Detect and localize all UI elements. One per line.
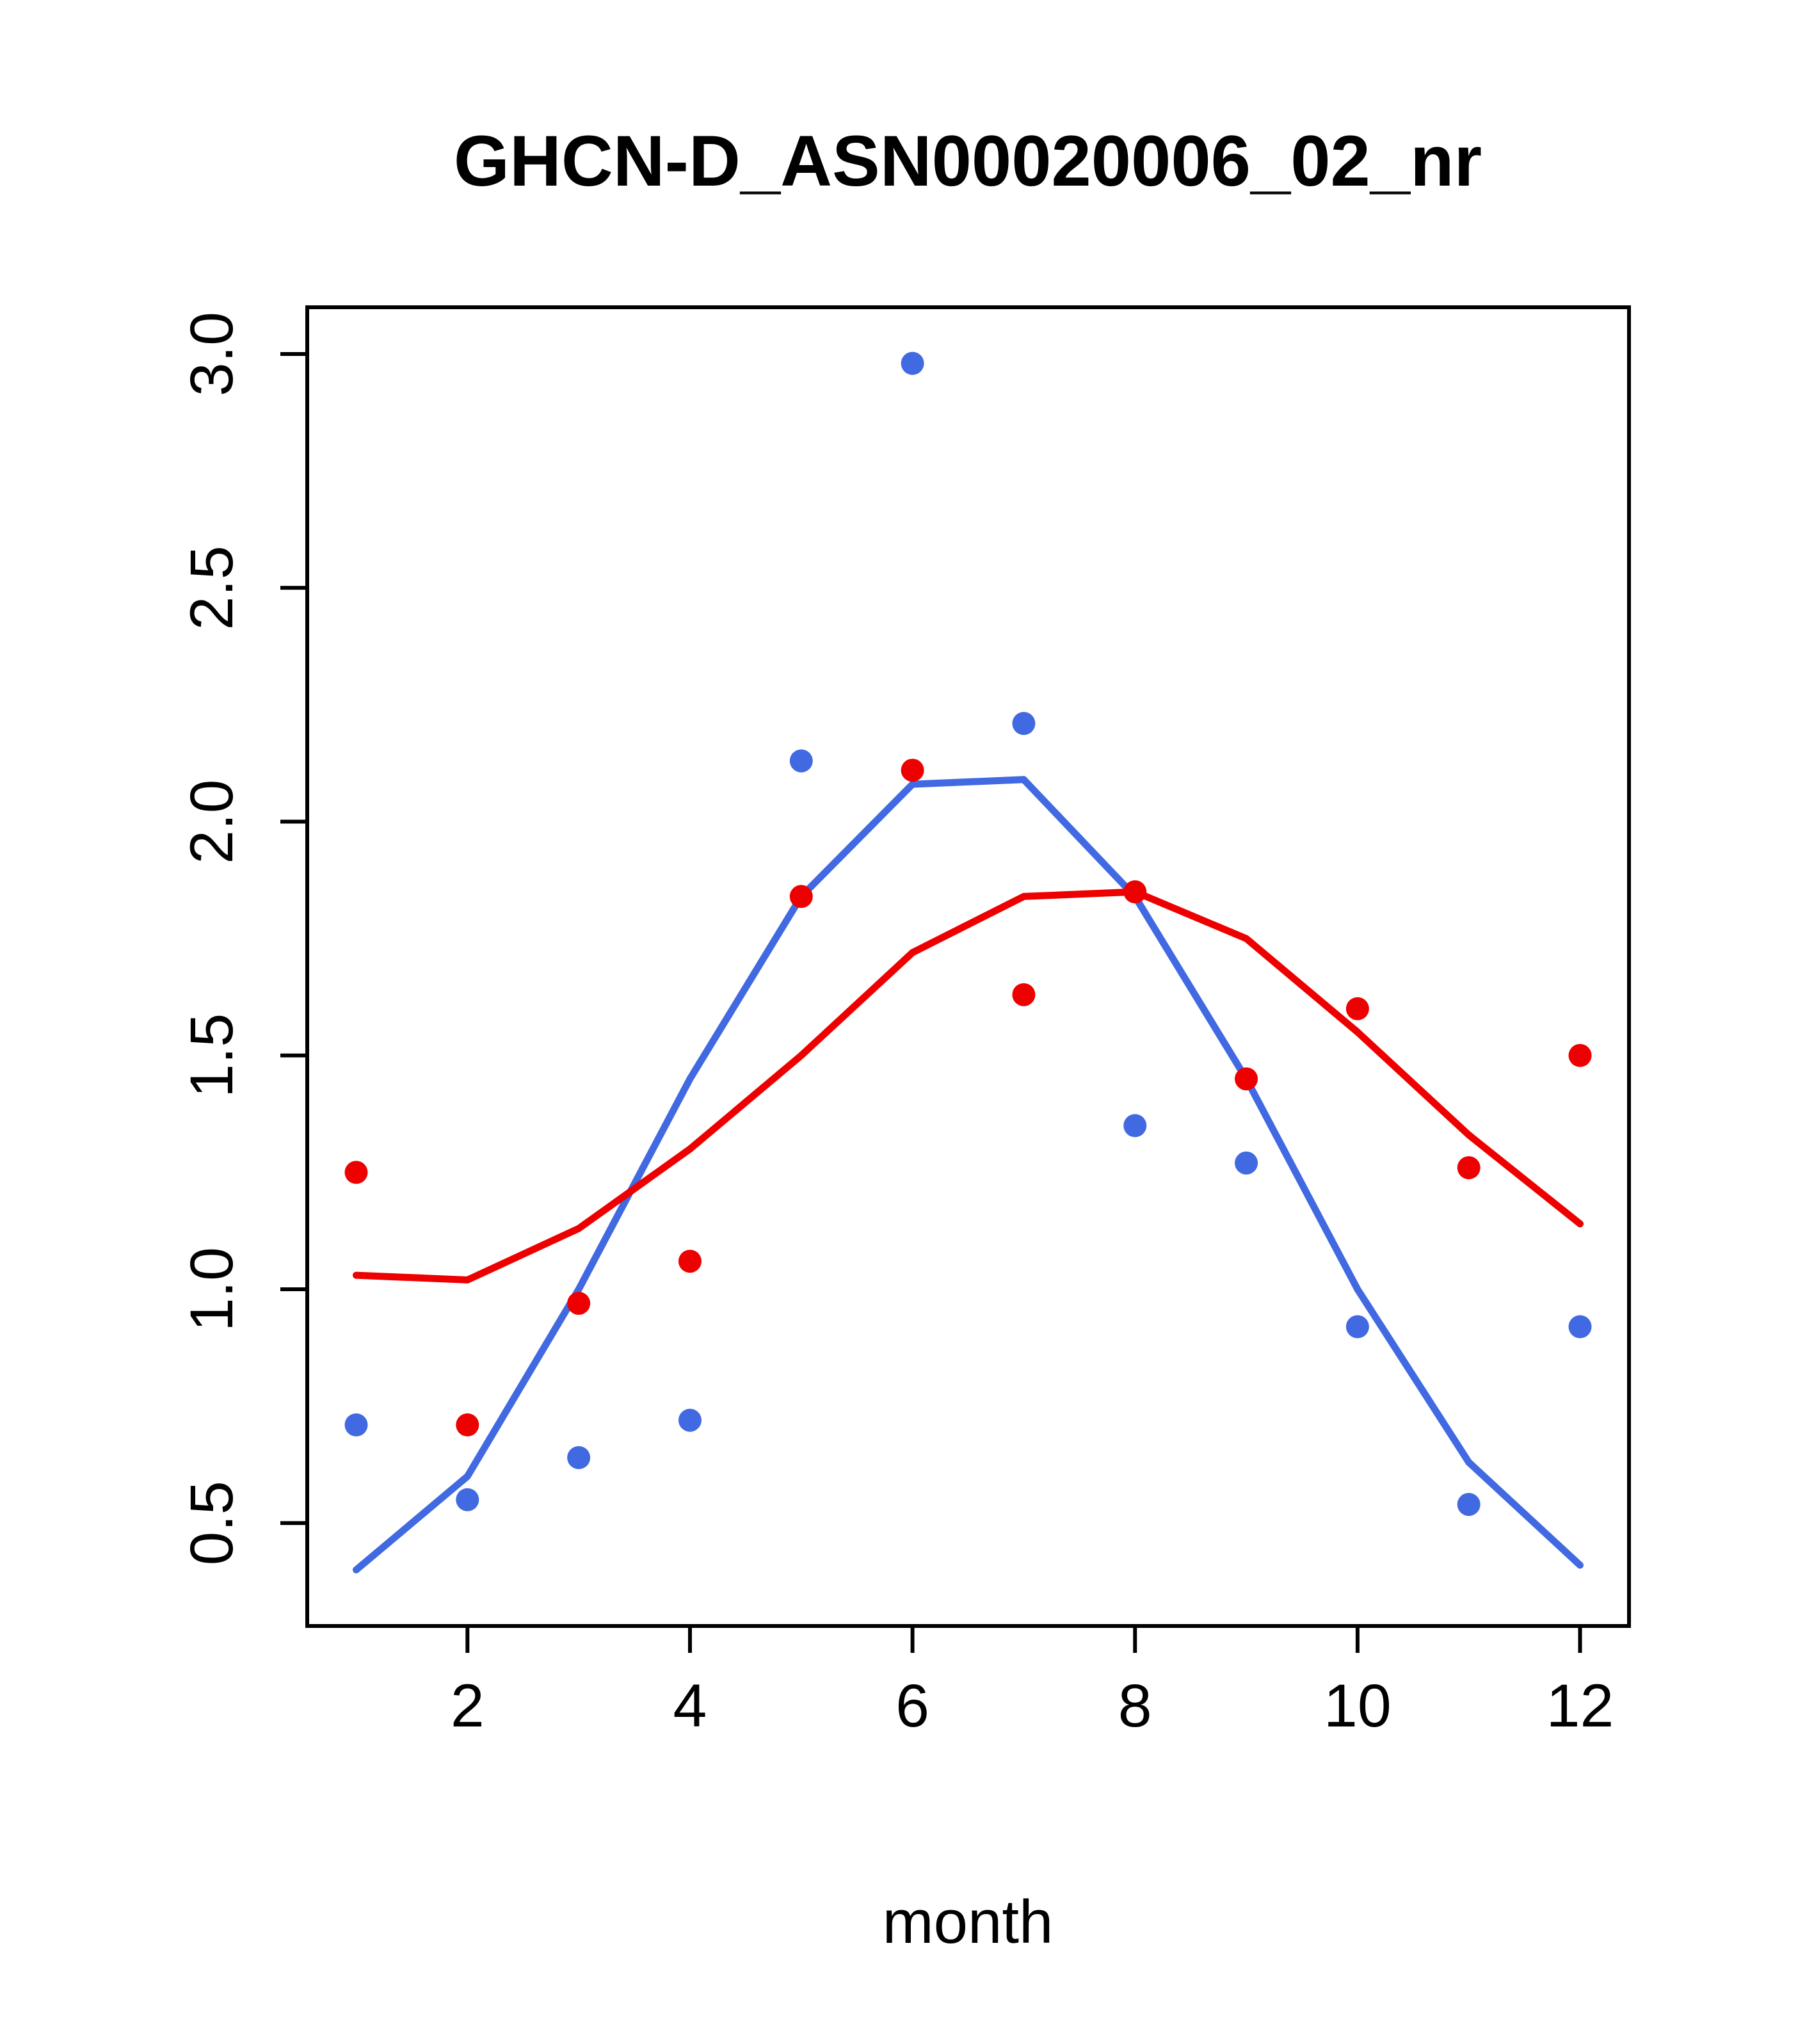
plot-frame [305, 305, 1631, 1628]
red-smooth-line [352, 888, 1584, 1284]
blue-points-point [344, 1413, 368, 1436]
blue-points-point [789, 749, 813, 773]
x-tick-label: 4 [673, 1672, 707, 1740]
red-points-point [1012, 983, 1036, 1006]
x-tick-label: 6 [895, 1672, 929, 1740]
x-tick-label: 8 [1118, 1672, 1152, 1740]
blue-points-point [1235, 1151, 1258, 1175]
x-tick-label: 10 [1324, 1672, 1392, 1740]
red-points-point [1345, 997, 1369, 1020]
red-points-point [456, 1413, 479, 1436]
red-points-point [344, 1161, 368, 1184]
blue-points-point [678, 1408, 702, 1432]
blue-points-point [901, 351, 924, 375]
blue-smooth-line [352, 776, 1584, 1573]
blue-points-point [1457, 1493, 1481, 1517]
y-tick-label: 3.0 [178, 312, 246, 396]
y-tick-label: 1.0 [178, 1247, 246, 1332]
x-tick-label: 12 [1546, 1672, 1614, 1740]
red-points-point [678, 1250, 702, 1273]
plot-area: 2 4 6 8 10 12 0.5 1.0 1.5 2.0 2.5 3.0 [178, 305, 1631, 1740]
y-tick-label: 0.5 [178, 1481, 246, 1565]
chart-title: GHCN-D_ASN00020006_02_nr [454, 121, 1482, 201]
red-points-point [1123, 880, 1147, 904]
red-points-point [789, 885, 813, 908]
blue-points-point [1012, 712, 1036, 736]
red-points-point [1568, 1043, 1592, 1067]
y-tick-label: 2.0 [178, 780, 246, 864]
x-axis-label: month [883, 1888, 1054, 1956]
blue-points-point [1123, 1114, 1147, 1138]
red-points-point [567, 1291, 591, 1315]
red-points-point [1235, 1067, 1258, 1091]
red-points-point [901, 759, 924, 782]
red-points-point [1457, 1156, 1481, 1180]
y-tick-label: 2.5 [178, 545, 246, 630]
blue-points-point [567, 1446, 591, 1470]
blue-points-point [456, 1488, 479, 1511]
blue-points-point [1345, 1315, 1369, 1339]
y-tick-label: 1.5 [178, 1013, 246, 1098]
blue-points-point [1568, 1315, 1592, 1339]
x-tick-label: 2 [451, 1672, 485, 1740]
